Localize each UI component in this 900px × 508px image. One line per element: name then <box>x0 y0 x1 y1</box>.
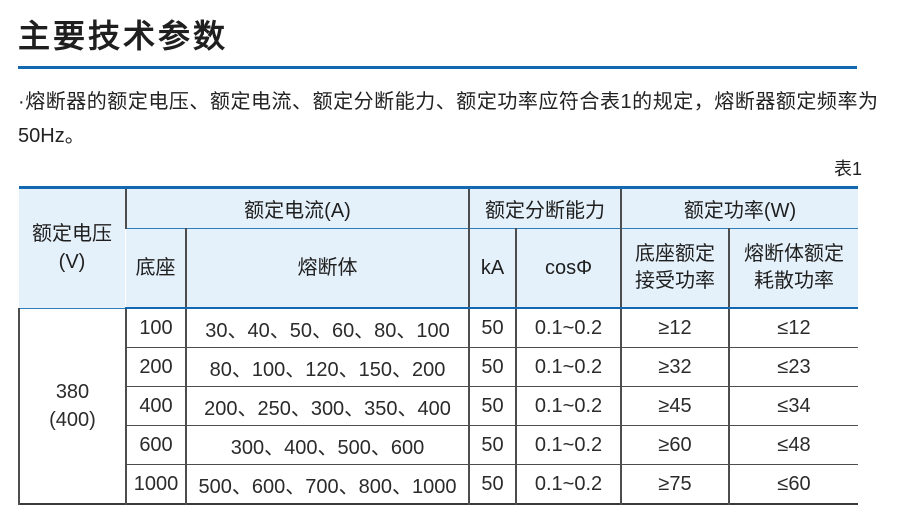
spec-table: 额定电压 (V) 额定电流(A) 额定分断能力 额定功率(W) 底座 熔断体 k… <box>18 186 859 505</box>
cell-rated-voltage: 380 (400) <box>18 307 126 504</box>
cell-cosphi: 0.1~0.2 <box>515 425 622 465</box>
header-breaking-capacity-group: 额定分断能力 <box>468 187 622 229</box>
page-title: 主要技术参数 <box>18 18 229 54</box>
cell-dissipate-power: ≤48 <box>728 425 859 465</box>
table-row: 380 (400) 100 30、40、50、60、80、100 50 0.1~… <box>18 307 859 504</box>
cell-fuse-currents: 500、600、700、800、1000 <box>184 464 470 504</box>
table-row: 200 80、100、120、150、200 50 0.1~0.2 ≥32 ≤2… <box>19 347 859 387</box>
cell-base-current: 600 <box>125 425 186 465</box>
cell-cosphi: 0.1~0.2 <box>515 386 622 426</box>
header-row-groups: 额定电压 (V) 额定电流(A) 额定分断能力 额定功率(W) <box>19 187 859 309</box>
header-rated-power-group: 额定功率(W) <box>620 187 859 229</box>
cell-ka: 50 <box>468 425 517 465</box>
cell-cosphi: 0.1~0.2 <box>515 464 622 504</box>
header-fuse-dissipate-power: 熔断体额定 耗散功率 <box>728 228 859 309</box>
cell-base-current: 200 <box>125 347 186 387</box>
cell-dissipate-power: ≤12 <box>728 307 859 348</box>
cell-ka: 50 <box>468 307 517 348</box>
header-ka: kA <box>468 228 517 309</box>
header-row-sub: 底座 熔断体 kA cosΦ 底座额定 接受功率 熔断体额定 耗散功率 <box>19 228 859 309</box>
cell-accept-power: ≥32 <box>620 347 730 387</box>
table-caption: 表1 <box>833 159 862 179</box>
table-row: 400 200、250、300、350、400 50 0.1~0.2 ≥45 ≤… <box>19 386 859 426</box>
cell-accept-power: ≥12 <box>620 307 730 348</box>
cell-dissipate-power: ≤23 <box>728 347 859 387</box>
cell-dissipate-power: ≤34 <box>728 386 859 426</box>
cell-dissipate-power: ≤60 <box>728 464 859 504</box>
cell-cosphi: 0.1~0.2 <box>515 347 622 387</box>
cell-fuse-currents: 200、250、300、350、400 <box>184 386 470 426</box>
cell-accept-power: ≥45 <box>620 386 730 426</box>
cell-accept-power: ≥75 <box>620 464 730 504</box>
intro-paragraph: ·熔断器的额定电压、额定电流、额定分断能力、额定功率应符合表1的规定，熔断器额定… <box>18 91 878 147</box>
cell-ka: 50 <box>468 386 517 426</box>
cell-fuse-currents: 30、40、50、60、80、100 <box>184 307 470 348</box>
header-rated-voltage: 额定电压 (V) <box>19 187 126 309</box>
cell-fuse-currents: 80、100、120、150、200 <box>184 347 470 387</box>
cell-fuse-currents: 300、400、500、600 <box>184 425 470 465</box>
header-base: 底座 <box>126 228 186 309</box>
header-base-accept-power: 底座额定 接受功率 <box>620 228 730 309</box>
cell-base-current: 1000 <box>125 464 186 504</box>
header-rated-current-group: 额定电流(A) <box>124 187 470 229</box>
cell-accept-power: ≥60 <box>620 425 730 465</box>
header-fuse-link: 熔断体 <box>184 228 470 309</box>
title-divider <box>18 66 857 69</box>
cell-ka: 50 <box>468 464 517 504</box>
cell-base-current: 100 <box>125 307 186 348</box>
table-row: 1000 500、600、700、800、1000 50 0.1~0.2 ≥75… <box>19 464 859 504</box>
table-row: 600 300、400、500、600 50 0.1~0.2 ≥60 ≤48 <box>19 425 859 465</box>
cell-cosphi: 0.1~0.2 <box>515 307 622 348</box>
header-cosphi: cosΦ <box>515 228 622 309</box>
cell-base-current: 400 <box>125 386 186 426</box>
cell-ka: 50 <box>468 347 517 387</box>
